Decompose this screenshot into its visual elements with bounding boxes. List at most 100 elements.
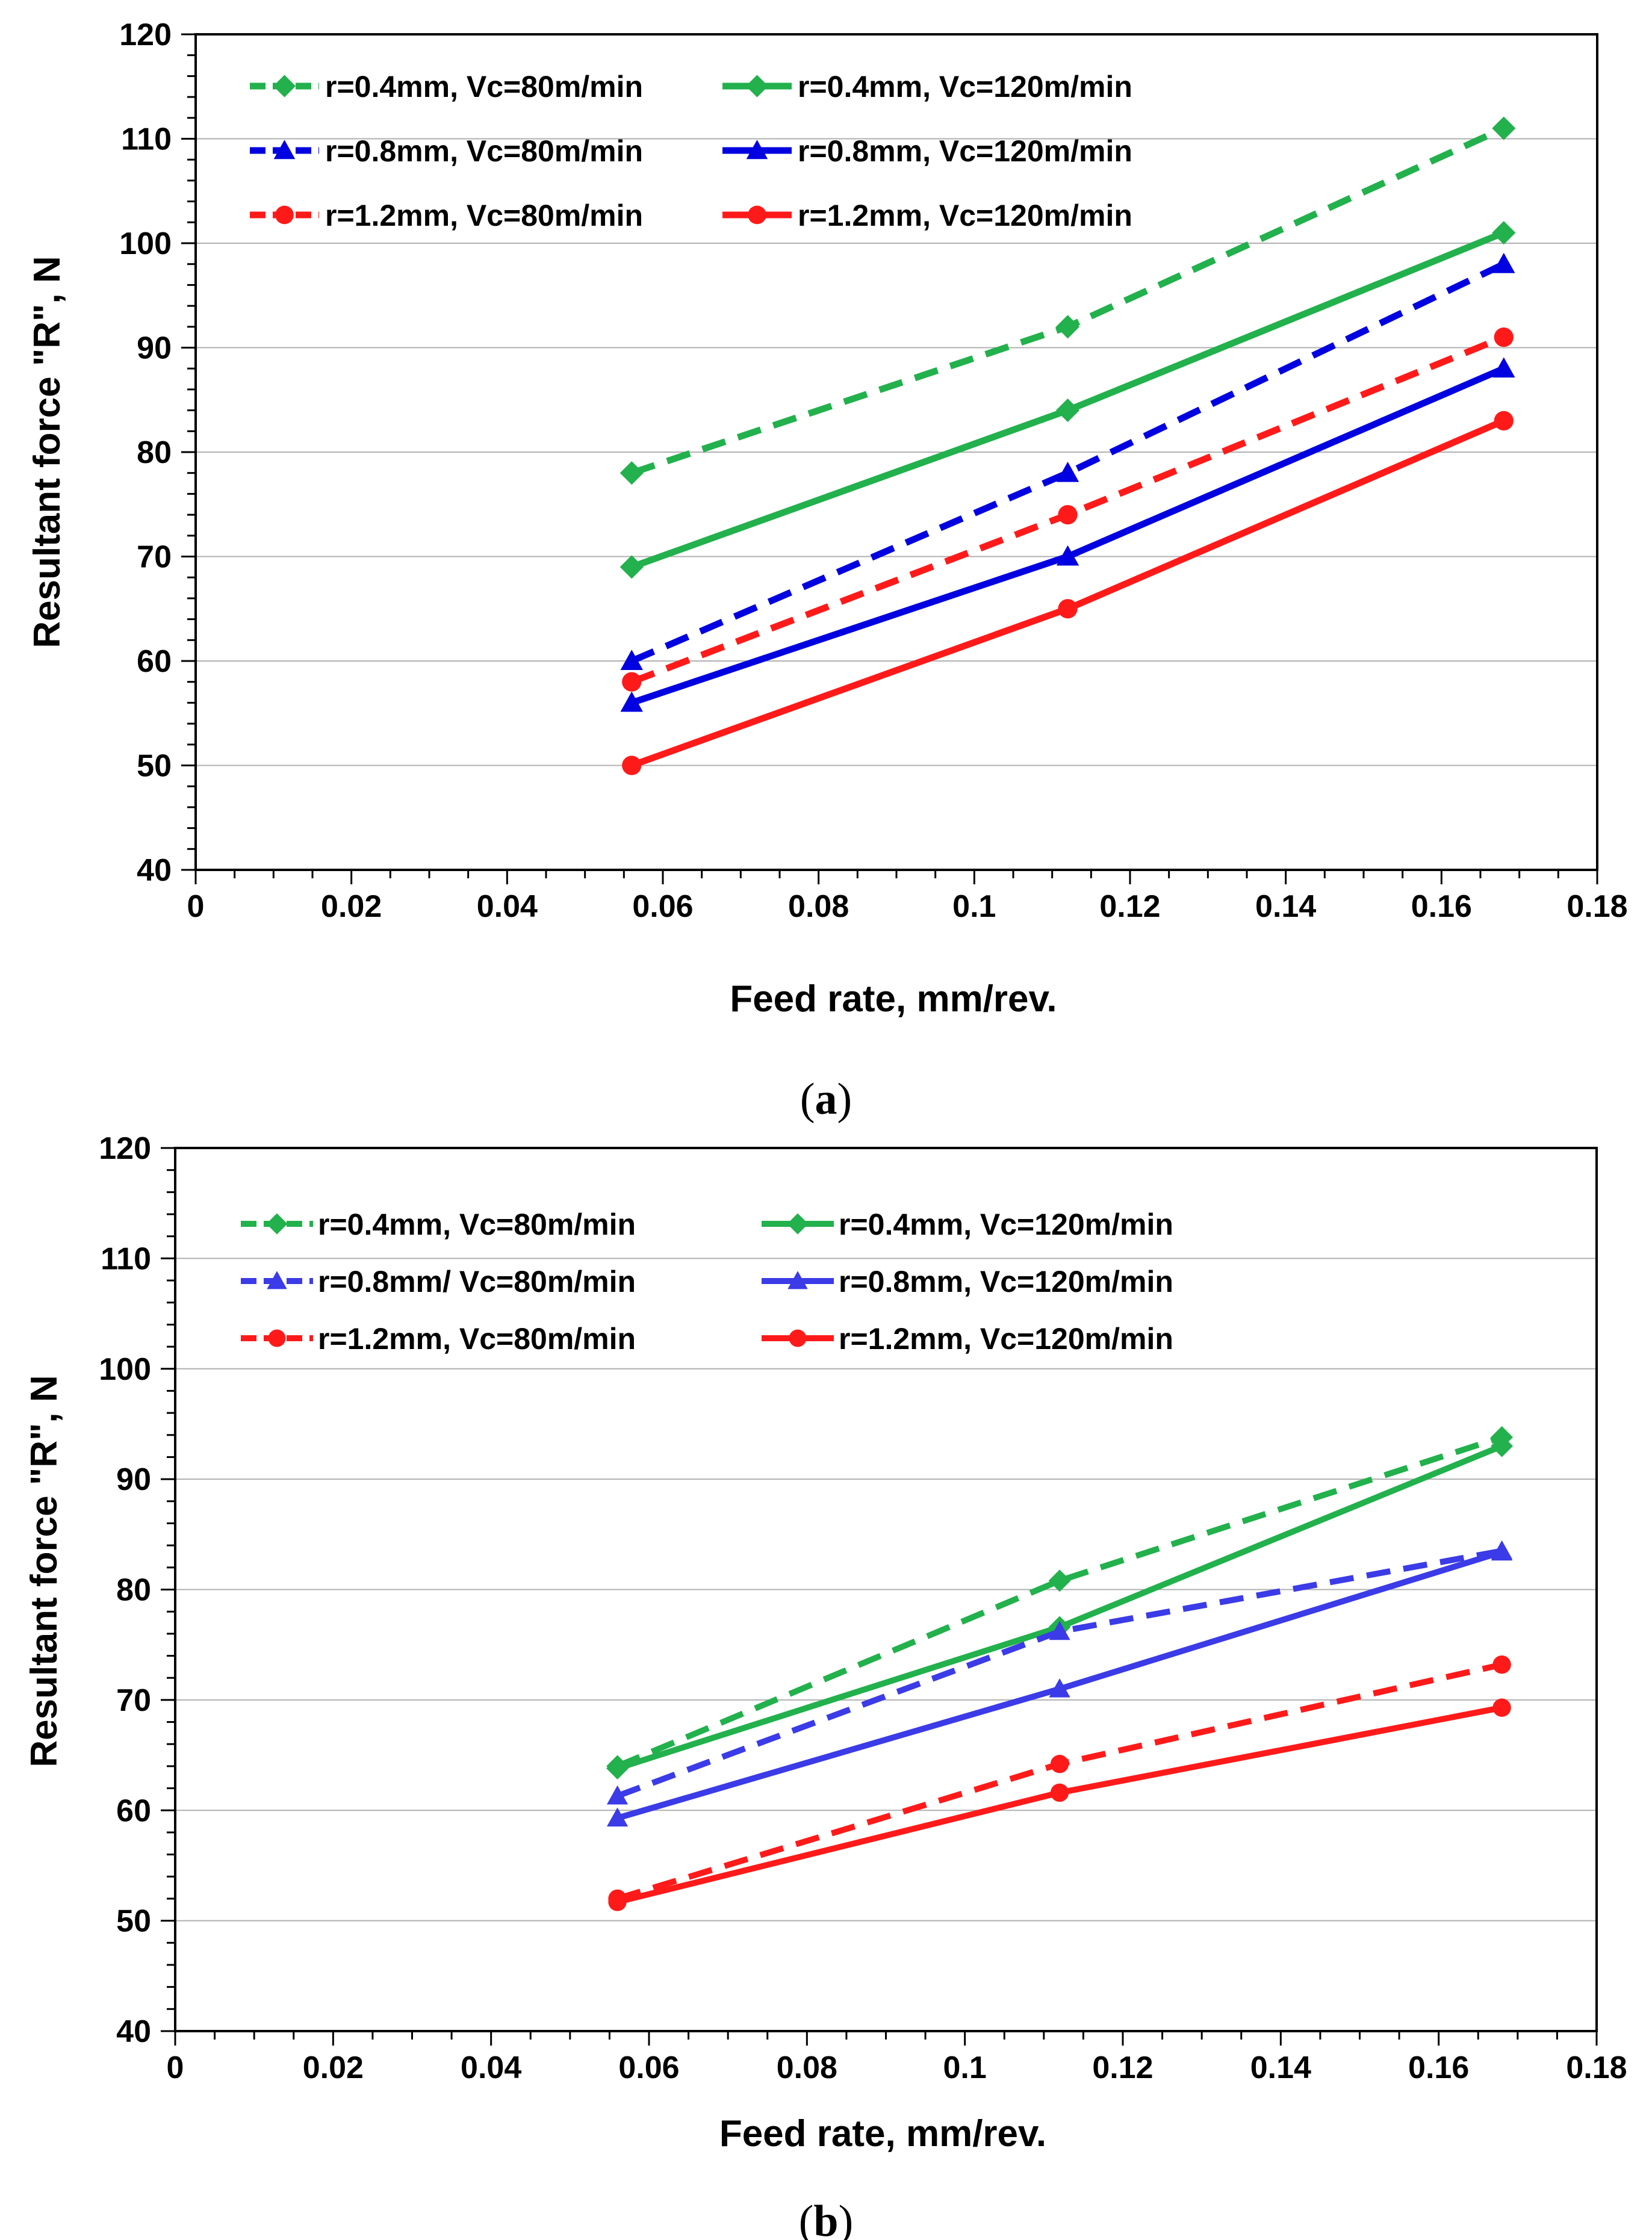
series-4 [606, 1541, 1513, 1827]
x-tick-label: 0.08 [777, 2050, 837, 2085]
legend-label: r=0.4mm, Vc=120m/min [798, 70, 1132, 104]
legend-marker [273, 75, 296, 98]
x-tick-label: 0.06 [632, 889, 693, 924]
y-tick-label: 120 [119, 17, 172, 52]
legend-item: r=0.8mm, Vc=120m/min [722, 134, 1132, 168]
x-tick-label: 0.12 [1099, 889, 1160, 924]
series-4 [620, 357, 1515, 712]
legend-item: r=0.8mm, Vc=80m/min [250, 134, 643, 168]
data-point [1058, 599, 1078, 619]
y-tick-label: 70 [137, 540, 172, 575]
data-point [1492, 221, 1516, 245]
legend-item: r=1.2mm, Vc=120m/min [722, 199, 1132, 232]
y-tick-label: 100 [99, 1352, 151, 1387]
chart-panel-a: 0 0.02 0.04 0.06 0.08 0.1 0.12 0.14 0.16 0.18 40 50… [26, 17, 1628, 1124]
series-2 [620, 221, 1516, 579]
data-point [1494, 411, 1514, 431]
caption-letter: a [815, 1075, 837, 1124]
data-point [606, 1785, 629, 1805]
data-point [606, 1757, 629, 1779]
legend-marker [268, 1329, 286, 1347]
legend-marker [266, 1213, 288, 1235]
legend-marker [746, 140, 768, 160]
data-point [1492, 116, 1516, 140]
legend-item: r=0.4mm, Vc=80m/min [241, 1208, 636, 1241]
x-axis-label: Feed rate, mm/rev. [719, 2113, 1046, 2155]
data-point [620, 650, 643, 670]
y-axis-label: Resultant force "R", N [26, 256, 68, 648]
data-point [606, 1807, 629, 1827]
legend-marker [273, 140, 296, 160]
legend-item: r=0.4mm, Vc=120m/min [762, 1208, 1173, 1241]
series-line [616, 1434, 1503, 1769]
legend: r=0.4mm, Vc=80m/min r=0.4mm, Vc=120m/min r… [250, 70, 1132, 232]
x-tick-label: 0.16 [1411, 889, 1472, 924]
x-tick-label: 0.12 [1092, 2050, 1153, 2085]
series-1 [620, 116, 1516, 485]
data-point [1056, 545, 1079, 566]
legend-label: r=1.2mm, Vc=120m/min [839, 1322, 1173, 1356]
x-tick-label: 0.08 [788, 889, 849, 924]
axis-ticks [181, 33, 1598, 884]
legend-label: r=1.2mm, Vc=80m/min [318, 1322, 636, 1356]
data-point [1048, 1569, 1071, 1592]
panel-caption: (a) [800, 1075, 852, 1124]
y-tick-label: 80 [116, 1573, 151, 1608]
x-tick-label: 0.16 [1408, 2050, 1469, 2085]
legend-label: r=0.8mm, Vc=120m/min [798, 134, 1132, 168]
data-point [1049, 1621, 1070, 1640]
y-tick-label: 70 [116, 1683, 151, 1718]
data-point [1492, 253, 1515, 273]
legend: r=0.4mm, Vc=80m/min r=0.4mm, Vc=120m/min r… [241, 1208, 1173, 1356]
legend-label: r=0.4mm, Vc=120m/min [839, 1208, 1173, 1241]
axis-ticks [161, 1147, 1598, 2046]
series-6 [622, 411, 1514, 775]
data-point [1491, 1541, 1513, 1561]
data-point [1050, 1755, 1069, 1773]
x-tick-label: 0.04 [461, 2050, 521, 2085]
x-tick-label: 0.1 [952, 889, 996, 924]
legend-label: r=0.8mm, Vc=80m/min [325, 134, 643, 168]
y-tick-label: 50 [137, 749, 172, 784]
legend-label: r=0.8mm, Vc=120m/min [839, 1265, 1173, 1298]
gridlines [196, 138, 1597, 766]
y-axis-label: Resultant force "R", N [23, 1375, 65, 1767]
data-point [622, 755, 642, 775]
data-point [1058, 504, 1078, 525]
x-tick-label: 0.1 [943, 2050, 987, 2085]
data-point [1056, 462, 1079, 482]
x-tick-label: 0.04 [477, 889, 538, 924]
y-tick-label: 50 [116, 1904, 151, 1939]
legend-marker [787, 1213, 809, 1235]
y-tick-label: 40 [137, 853, 172, 888]
x-tick-label: 0 [167, 2050, 184, 2085]
x-tick-label: 0.18 [1567, 889, 1627, 924]
data-point [1049, 1678, 1070, 1698]
legend-item: r=0.8mm, Vc=120m/min [762, 1265, 1173, 1298]
y-tick-label: 60 [116, 1793, 151, 1828]
data-point [620, 555, 644, 579]
legend-marker [748, 205, 766, 225]
y-tick-label: 60 [137, 644, 172, 679]
x-tick-label: 0.02 [303, 2050, 364, 2085]
legend-marker [789, 1329, 807, 1347]
data-point [1055, 315, 1080, 339]
series-5 [622, 327, 1514, 692]
data-point [1492, 357, 1515, 378]
plot-frame [174, 1147, 1598, 2032]
data-series [620, 116, 1516, 775]
x-tick-label: 0.14 [1255, 889, 1316, 924]
y-tick-label: 110 [121, 122, 172, 157]
legend-label: r=0.4mm, Vc=80m/min [325, 70, 643, 104]
legend-label: r=0.8mm/ Vc=80m/min [318, 1265, 636, 1298]
legend-item: r=1.2mm, Vc=120m/min [762, 1322, 1173, 1356]
y-tick-label: 110 [101, 1241, 151, 1276]
series-6 [608, 1698, 1511, 1911]
plot-frame [194, 33, 1598, 871]
y-tick-label: 40 [116, 2014, 151, 2049]
legend-label: r=1.2mm, Vc=120m/min [798, 199, 1132, 232]
y-tick-label: 120 [99, 1131, 151, 1166]
data-point [608, 1893, 627, 1911]
legend-marker [267, 1271, 287, 1289]
x-axis-label: Feed rate, mm/rev. [730, 978, 1057, 1020]
